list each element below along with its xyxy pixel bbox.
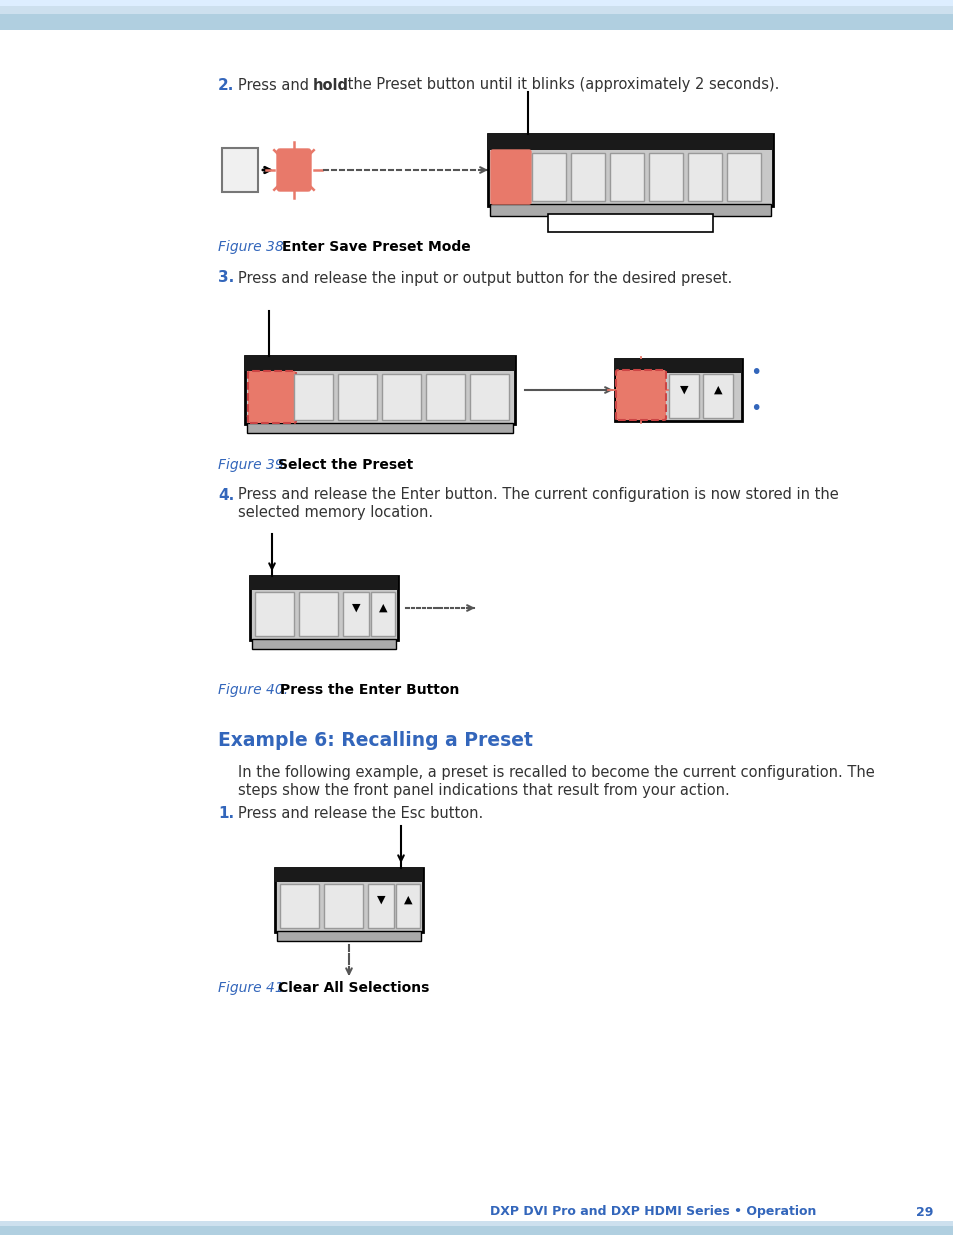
Text: •: • [749,399,760,417]
FancyBboxPatch shape [491,149,531,204]
Bar [381,374,420,420]
Text: Press and release the input or output button for the desired preset.: Press and release the input or output bu… [237,270,732,285]
Text: Press the Enter Button: Press the Enter Button [280,683,459,697]
FancyBboxPatch shape [248,370,295,424]
Text: hold: hold [313,78,349,93]
Text: DXP DVI Pro and DXP HDMI Series • Operation: DXP DVI Pro and DXP HDMI Series • Operat… [490,1205,816,1219]
Text: ▼: ▼ [376,895,385,905]
Text: Figure 41.: Figure 41. [218,981,288,995]
Text: ▼: ▼ [679,385,687,395]
Text: ▲: ▲ [378,603,387,613]
Text: Example 6: Recalling a Preset: Example 6: Recalling a Preset [218,730,533,750]
Bar [368,884,394,927]
Bar [222,148,257,191]
Bar [343,592,369,636]
Text: 3.: 3. [218,270,234,285]
Bar [254,592,294,636]
Text: ▲: ▲ [403,895,412,905]
Bar [426,374,464,420]
Bar [0,0,953,30]
Bar [687,153,721,201]
Text: Clear All Selections: Clear All Selections [277,981,429,995]
Bar [250,576,397,590]
Text: Figure 39.: Figure 39. [218,458,288,472]
Bar [245,356,515,424]
Text: Select the Preset: Select the Preset [277,458,413,472]
Bar [298,592,337,636]
Text: ▲: ▲ [713,385,721,395]
Bar [532,153,565,201]
Bar [615,359,741,373]
FancyBboxPatch shape [616,370,665,420]
Bar [571,153,604,201]
Text: 4.: 4. [218,488,234,503]
Text: Figure 38.: Figure 38. [218,240,288,254]
Text: ▼: ▼ [352,603,360,613]
Bar [252,638,395,650]
Bar [648,153,682,201]
Text: 1.: 1. [218,806,233,821]
Bar [245,356,515,370]
Bar [280,884,318,927]
FancyBboxPatch shape [276,149,311,191]
Bar [276,931,420,941]
Text: the Preset button until it blinks (approximately 2 seconds).: the Preset button until it blinks (appro… [343,78,779,93]
Text: Press and release the Esc button.: Press and release the Esc button. [237,806,483,821]
Text: Press and: Press and [237,78,314,93]
Bar [0,1221,953,1226]
Bar [337,374,376,420]
Bar [247,424,513,433]
Bar [615,359,741,421]
Bar [294,374,333,420]
Bar [0,0,953,6]
Bar [371,592,395,636]
Bar [470,374,509,420]
Bar [702,374,732,417]
Bar [490,204,770,216]
Bar [324,884,363,927]
Text: selected memory location.: selected memory location. [237,505,433,520]
Bar [274,868,422,932]
Text: Press and release the Enter button. The current configuration is now stored in t: Press and release the Enter button. The … [237,488,838,503]
Bar [274,868,422,882]
Text: In the following example, a preset is recalled to become the current configurati: In the following example, a preset is re… [237,764,874,779]
Bar [0,0,953,14]
Bar [488,135,772,149]
Bar [609,153,643,201]
Text: 29: 29 [915,1205,932,1219]
Bar [668,374,699,417]
Text: •: • [749,363,760,382]
Bar [395,884,419,927]
Bar [488,135,772,206]
Bar [726,153,760,201]
Text: steps show the front panel indications that result from your action.: steps show the front panel indications t… [237,783,729,798]
Bar [0,1226,953,1235]
Text: 2.: 2. [218,78,234,93]
Text: Figure 40.: Figure 40. [218,683,288,697]
Text: Enter Save Preset Mode: Enter Save Preset Mode [282,240,470,254]
Bar [547,214,712,232]
Bar [250,576,397,640]
